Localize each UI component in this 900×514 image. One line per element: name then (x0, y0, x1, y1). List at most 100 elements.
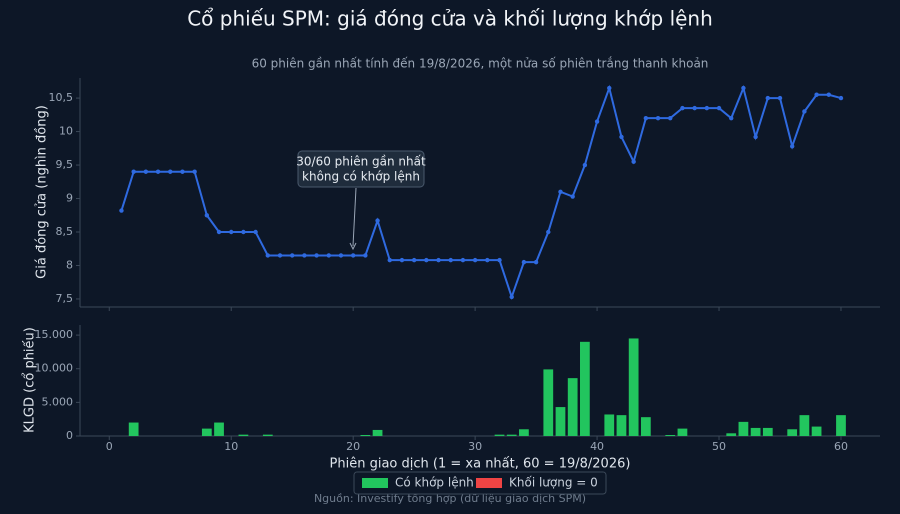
y-tick-label: 15.000 (35, 328, 74, 341)
x-tick-label: 10 (224, 440, 238, 453)
y-axis-label: KLGD (cổ phiếu) (23, 327, 38, 433)
volume-bar (372, 429, 383, 436)
volume-bar (506, 434, 517, 436)
volume-bar (616, 415, 627, 436)
price-point (363, 253, 368, 258)
volume-bar (519, 429, 529, 436)
price-point (387, 257, 392, 263)
price-point (594, 119, 600, 124)
price-point (448, 257, 453, 263)
price-point (168, 169, 173, 174)
price-point (741, 85, 746, 91)
price-point (704, 105, 710, 111)
legend-label: Khối lượng = 0 (509, 476, 598, 490)
price-point (838, 95, 844, 101)
price-point (753, 134, 758, 140)
price-point (289, 253, 295, 258)
y-tick-label: 10,5 (49, 91, 74, 104)
price-point (119, 208, 124, 213)
volume-bar (677, 428, 688, 436)
price-point (326, 253, 331, 258)
price-point (399, 257, 405, 263)
volume-bar (201, 428, 212, 436)
volume-bar (836, 415, 846, 436)
source: Nguồn: Investify tổng hợp (dữ liệu giao … (314, 492, 586, 505)
price-point (789, 144, 795, 149)
x-tick-label: 30 (468, 440, 482, 453)
volume-bar (494, 434, 505, 436)
volume-bar (726, 433, 737, 436)
y-axis-label: Giá đóng cửa (nghìn đồng) (35, 105, 50, 279)
annotation-box (297, 150, 425, 188)
annotation: không có khớp lệnh (302, 170, 420, 184)
price-point (655, 115, 661, 121)
volume-bar (262, 434, 273, 436)
legend-swatch (362, 478, 388, 488)
price-point (619, 134, 624, 140)
price-point (497, 257, 502, 263)
chart-subtitle: 60 phiên gần nhất tính đến 19/8/2026, mộ… (252, 57, 709, 71)
price-point (826, 92, 831, 97)
volume-bar (214, 422, 224, 436)
price-point (631, 159, 636, 164)
volume-bar (567, 378, 578, 436)
price-point (180, 169, 185, 174)
price-point (777, 95, 783, 101)
price-point (582, 162, 588, 168)
price-point (375, 218, 380, 223)
volume-bar (787, 429, 798, 436)
y-tick-label: 9,5 (56, 158, 74, 171)
volume-bar (750, 427, 761, 436)
y-tick-label: 5.000 (42, 395, 74, 408)
price-point (607, 85, 612, 91)
y-tick-label: 7,5 (56, 292, 74, 305)
price-point (643, 115, 649, 121)
annotation-arrow (352, 187, 357, 247)
price-point (692, 105, 697, 111)
volume-bar (640, 417, 651, 436)
price-point (253, 229, 258, 235)
price-point (436, 257, 441, 263)
x-tick-label: 50 (712, 440, 726, 453)
annotation-arrowhead (349, 242, 357, 251)
y-tick-label: 0 (66, 429, 73, 442)
price-point (204, 213, 210, 218)
legend-label: Có khớp lệnh (395, 476, 474, 490)
price-point (314, 253, 319, 258)
x-tick-label: 60 (834, 440, 848, 453)
volume-bar (238, 434, 249, 436)
price-point (216, 229, 222, 235)
price-point (241, 229, 246, 235)
x-tick-label: 40 (590, 440, 604, 453)
y-tick-label: 8 (66, 258, 73, 271)
price-point (558, 189, 563, 195)
volume-bar (799, 415, 810, 436)
volume-bar (555, 407, 566, 436)
volume-bar (738, 421, 749, 436)
price-point (570, 194, 575, 199)
chart-title: Cổ phiếu SPM: giá đóng cửa và khối lượng… (187, 7, 713, 31)
y-tick-label: 10.000 (35, 362, 74, 375)
price-point (668, 115, 673, 121)
price-point (302, 253, 307, 258)
price-point (338, 253, 344, 258)
x-tick-label: 20 (346, 440, 360, 453)
price-point (546, 229, 551, 235)
price-point (277, 253, 283, 258)
x-tick-label: 0 (106, 440, 113, 453)
price-point (229, 229, 234, 235)
price-point (424, 257, 429, 263)
price-point (802, 109, 807, 114)
price-point (485, 257, 490, 263)
price-point (131, 169, 136, 174)
price-point (680, 105, 685, 111)
volume-bar (580, 341, 590, 436)
volume-bar (543, 369, 554, 436)
price-point (533, 259, 539, 265)
x-axis-label: Phiên giao dịch (1 = xa nhất, 60 = 19/8/… (330, 457, 631, 472)
price-point (411, 257, 417, 263)
price-point (350, 253, 356, 258)
volume-bar (604, 414, 615, 436)
price-point (192, 169, 197, 174)
